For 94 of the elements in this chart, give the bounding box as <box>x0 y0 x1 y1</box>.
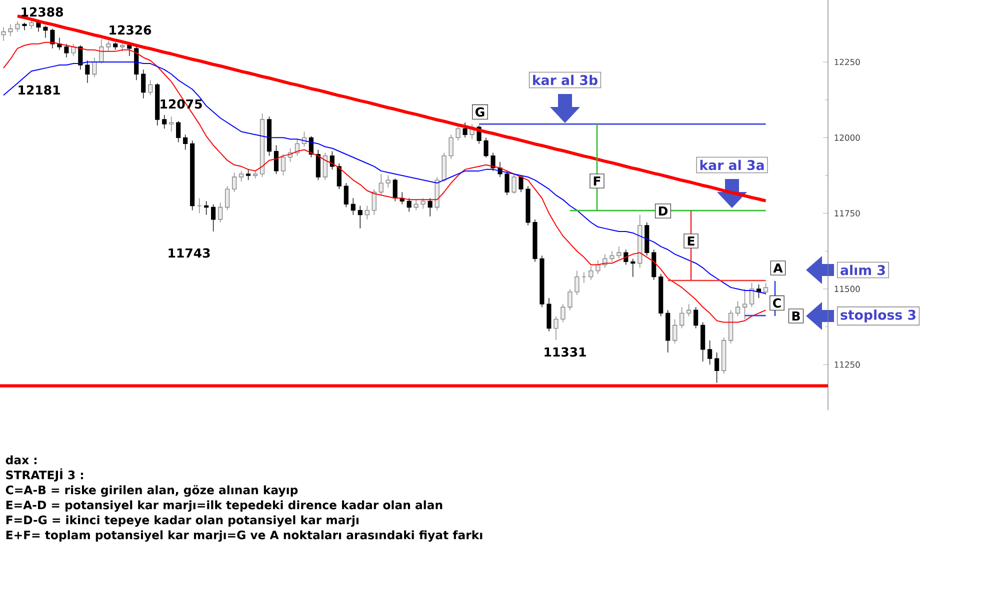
text: STRATEJİ 3 : <box>6 468 83 482</box>
y-tick-label: 12000 <box>834 134 860 141</box>
candlestick <box>763 282 768 296</box>
candlestick <box>274 144 279 174</box>
candlestick <box>749 282 754 308</box>
candlestick <box>504 170 510 196</box>
text: stoploss 3 <box>840 310 916 322</box>
candlestick <box>43 25 48 38</box>
candlestick <box>322 152 328 180</box>
annotation: 12388 <box>22 7 63 17</box>
candlestick <box>414 199 418 211</box>
text: B <box>792 311 800 321</box>
candlestick <box>392 178 398 202</box>
candlestick <box>448 134 454 160</box>
y-tick-label: 11250 <box>834 361 860 368</box>
candlestick <box>64 44 69 58</box>
annotation: 12181 <box>18 85 60 95</box>
candlestick <box>224 186 230 211</box>
annotation: 12326 <box>110 25 152 35</box>
candlestick <box>428 198 432 217</box>
annotation: kar al 3b <box>533 74 598 86</box>
candlestick <box>630 258 636 278</box>
candlestick <box>588 266 594 280</box>
candlestick <box>708 340 712 365</box>
candlestick <box>232 172 237 192</box>
candlestick <box>148 80 153 96</box>
annotation: G <box>476 107 484 117</box>
y-tick-label: 11750 <box>834 210 860 216</box>
candlestick <box>218 202 223 223</box>
candlestick <box>574 270 580 296</box>
candlestick <box>211 204 216 232</box>
text: E+F= toplam potansiyel kar marjı=G ve A noktaları arasındaki fiyat farkı <box>6 530 482 542</box>
candlestick <box>344 182 348 208</box>
candlestick <box>22 22 27 31</box>
text: F=D-G = ikinci tepeye kadar olan potansiyel kar marjı <box>6 515 358 527</box>
candlestick <box>316 149 320 180</box>
candlestick <box>406 198 412 212</box>
candlestick <box>672 318 678 344</box>
candlestick <box>680 306 684 329</box>
candlestick <box>372 188 376 216</box>
candlestick <box>554 316 558 340</box>
candlestick <box>518 175 524 192</box>
candlestick <box>742 288 748 320</box>
candlestick <box>358 205 362 229</box>
candlestick <box>420 198 426 210</box>
candlestick <box>694 306 698 329</box>
candlestick <box>246 169 251 180</box>
text: dax : <box>6 455 36 464</box>
candlestick <box>616 246 622 260</box>
candlestick <box>280 154 286 176</box>
text: C=A-B = riske girilen alan, göze alınan kayıp <box>6 485 298 497</box>
candlestick <box>92 57 97 78</box>
candlestick <box>484 137 488 158</box>
candlestick <box>8 24 13 37</box>
annotation: D <box>658 206 668 216</box>
candlestick <box>364 205 370 220</box>
text: A <box>773 263 783 273</box>
candlestick <box>169 116 174 132</box>
candlestick <box>714 352 720 384</box>
candlestick <box>141 69 146 99</box>
candlestick <box>386 175 390 188</box>
candlestick <box>350 198 356 216</box>
candlestick <box>1 26 6 42</box>
candlestick <box>490 152 496 172</box>
candlestick <box>686 304 692 317</box>
candlestick <box>50 28 55 49</box>
candlestick <box>735 300 740 317</box>
candlestick <box>183 134 188 150</box>
candlestick <box>238 170 244 182</box>
candlestick <box>560 304 566 323</box>
candlestick <box>176 120 181 143</box>
text: C <box>773 298 781 308</box>
candlestick <box>162 114 167 129</box>
text: E=A-D = potansiyel kar marjı=ilk tepedeki dirence kadar olan alan <box>6 500 442 512</box>
text: alım 3 <box>840 264 885 276</box>
candlestick <box>568 288 572 310</box>
candlestick <box>106 40 111 52</box>
y-tick-label: 12250 <box>834 58 860 66</box>
candlestick <box>378 174 384 196</box>
annotation: 11331 <box>544 347 586 357</box>
candlestick <box>456 125 460 142</box>
annotation: 11743 <box>168 248 210 258</box>
candlestick <box>462 122 468 138</box>
candlestick <box>610 250 614 262</box>
candlestick <box>85 60 90 84</box>
annotation: kar al 3a <box>700 160 764 170</box>
candlestick <box>204 200 209 216</box>
annotation: F <box>594 176 600 186</box>
candlestick <box>336 163 342 190</box>
annotation: E <box>688 236 694 246</box>
candlestick <box>15 20 20 32</box>
candlestick <box>71 44 76 56</box>
y-tick-label: 11500 <box>834 286 860 292</box>
candlestick <box>512 174 516 194</box>
